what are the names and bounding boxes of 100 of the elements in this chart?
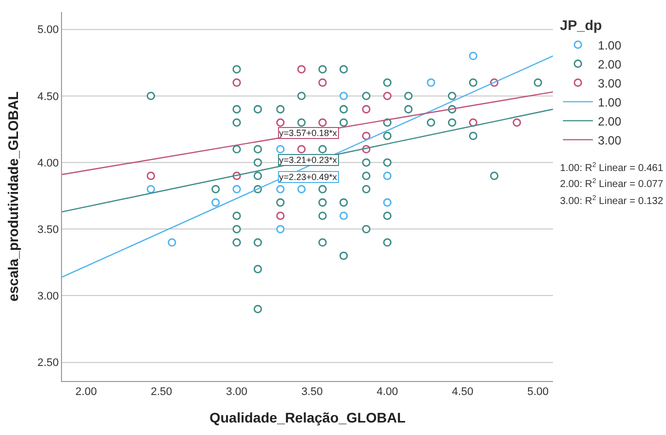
text: 2.00: R$^{2}$ Linear = 0.077 [560, 178, 664, 190]
point [297, 145, 306, 154]
point [448, 118, 456, 127]
point [232, 238, 241, 247]
y-tick-label: 2.50 [37, 357, 59, 370]
x-axis-title: Qualidade_Relação_GLOBAL [209, 410, 406, 426]
point [211, 198, 220, 207]
point [254, 238, 262, 247]
point [232, 184, 241, 194]
point [362, 105, 370, 114]
point [232, 65, 241, 74]
point [318, 78, 327, 87]
point [383, 132, 392, 140]
x-tick-label: 3.00 [226, 386, 248, 398]
y-axis-title: escala_produtividade_GLOBAL [4, 91, 21, 302]
point [276, 105, 285, 114]
point [339, 118, 348, 127]
point [339, 65, 348, 74]
point [339, 198, 348, 207]
y-tick-label: 4.00 [37, 157, 59, 170]
point [276, 145, 285, 154]
point [318, 184, 327, 194]
point [512, 118, 522, 127]
point [276, 212, 285, 220]
point [468, 118, 478, 127]
point [297, 118, 306, 127]
point [297, 65, 306, 74]
point [383, 78, 392, 87]
point [426, 78, 436, 87]
annotation: y=2.23+0.49*x [279, 172, 338, 182]
point [318, 238, 327, 247]
point [297, 92, 306, 100]
point [254, 264, 262, 274]
point [362, 224, 370, 234]
point [448, 92, 456, 100]
x-tick-label: 2.50 [150, 386, 172, 398]
x-tick-label: 2.00 [75, 386, 97, 398]
point [232, 145, 241, 154]
text: 1.00: R$^{2}$ Linear = 0.461 [560, 162, 664, 174]
legend-label: 3.00 [598, 133, 622, 148]
point [146, 184, 156, 194]
annotation: y=3.21+0.23*x [279, 155, 338, 165]
y-tick-label: 3.50 [37, 224, 59, 236]
point [276, 198, 285, 207]
point [468, 132, 478, 140]
point [362, 184, 370, 194]
x-tick-label: 4.50 [452, 386, 474, 398]
point [362, 172, 370, 180]
point [383, 172, 392, 180]
annotation: y=3.57+0.18*x [279, 128, 338, 138]
point [276, 224, 285, 234]
point [339, 212, 348, 220]
point [362, 92, 370, 100]
x-tick-label: 4.00 [376, 386, 398, 398]
point [276, 118, 285, 127]
point [254, 172, 262, 180]
point [404, 92, 413, 100]
point [318, 212, 327, 220]
point [339, 105, 348, 114]
point [232, 224, 241, 234]
point [383, 198, 392, 207]
point [168, 238, 176, 247]
point [254, 145, 262, 154]
point [318, 145, 327, 154]
point [318, 198, 327, 207]
point [339, 92, 348, 100]
point [318, 118, 327, 127]
legend-label: 1.00 [598, 95, 622, 110]
point [534, 78, 542, 87]
y-tick-label: 3.00 [37, 290, 59, 303]
text: 3.00: R$^{2}$ Linear = 0.132 [560, 195, 664, 208]
legend-label: 1.00 [598, 38, 622, 52]
point [383, 212, 392, 220]
point [146, 172, 156, 180]
point [362, 132, 370, 140]
point [146, 92, 156, 100]
point [468, 52, 478, 60]
point [276, 184, 285, 194]
y-tick-label: 4.50 [37, 90, 59, 103]
point [468, 78, 478, 87]
point [254, 158, 262, 167]
point [232, 78, 241, 87]
point [362, 158, 370, 167]
legend-label: 2.00 [598, 57, 622, 72]
point [254, 304, 262, 314]
legend-label: 3.00 [598, 76, 622, 90]
y-tick-label: 5.00 [37, 24, 59, 36]
x-tick-label: 3.50 [301, 386, 323, 398]
legend-title: JP_dp [560, 17, 602, 34]
point [232, 118, 241, 127]
point [404, 105, 413, 114]
point [297, 184, 306, 194]
point [211, 184, 220, 194]
point [383, 158, 392, 167]
point [318, 65, 327, 74]
point [232, 212, 241, 220]
point [232, 105, 241, 114]
point [339, 252, 348, 260]
point [426, 118, 436, 127]
x-tick-label: 5.00 [527, 386, 549, 398]
